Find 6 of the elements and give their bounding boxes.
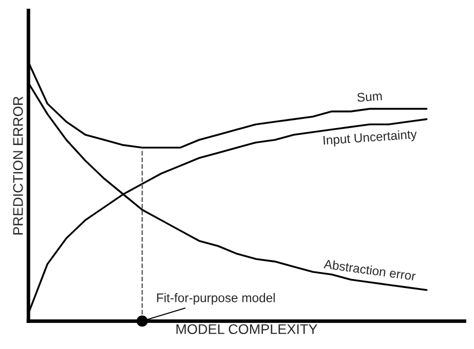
series-label: Sum [357,91,382,102]
series-label: Input Uncertainty [323,129,418,148]
annotation: Fit-for-purpose model [157,293,275,305]
y-axis-title: PREDICTION ERROR [13,96,23,234]
text: Abstraction error [324,259,416,281]
x-axis-title: MODEL COMPLEXITY [176,324,318,334]
